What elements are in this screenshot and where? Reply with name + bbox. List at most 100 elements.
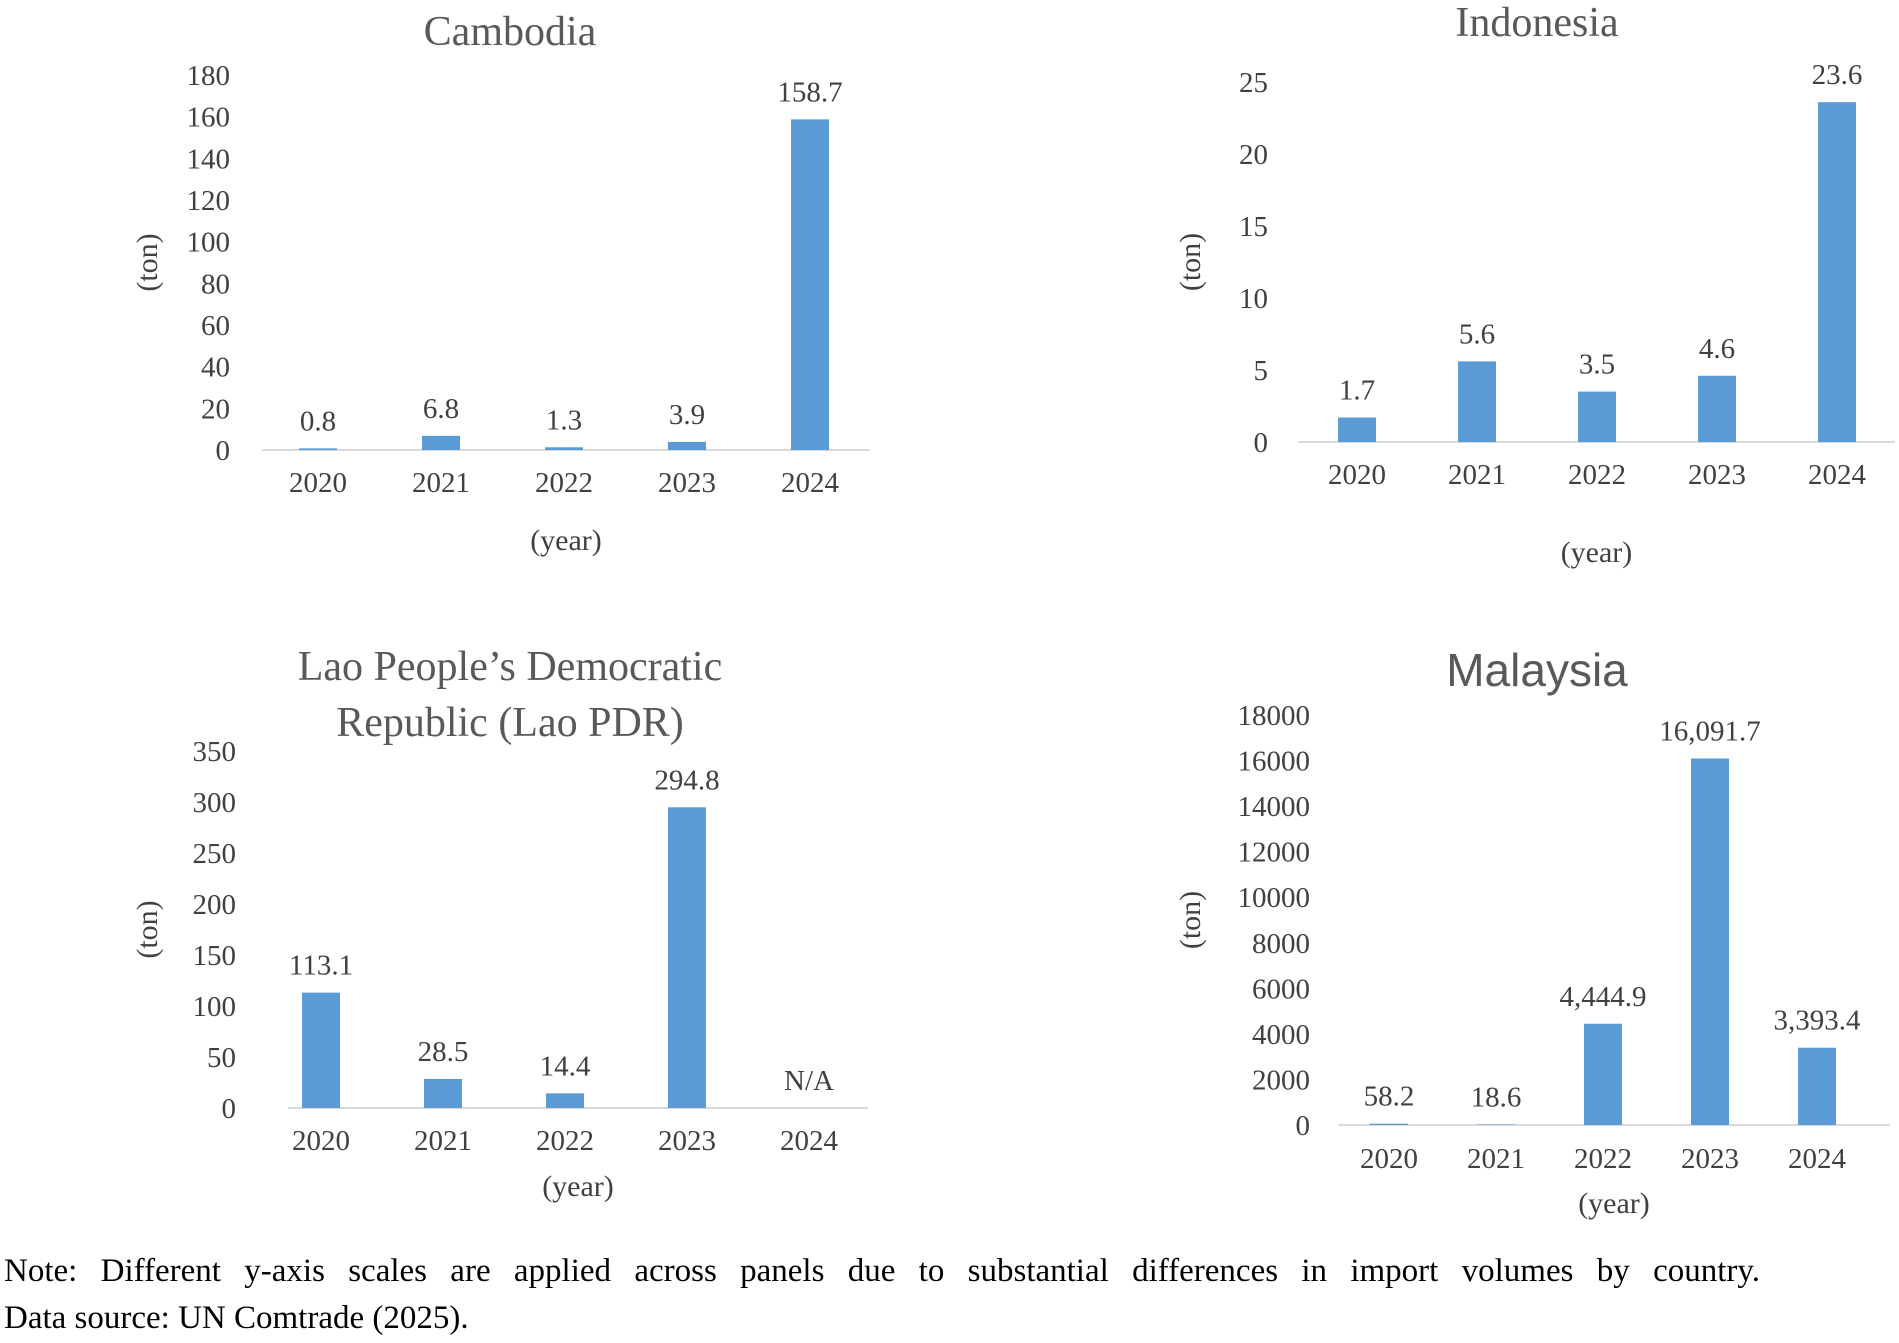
y-tick-label: 160 bbox=[187, 102, 231, 134]
y-tick-label: 0 bbox=[216, 435, 231, 467]
bar-2022 bbox=[546, 1093, 584, 1108]
bar-2023 bbox=[1691, 758, 1729, 1125]
y-tick-label: 0 bbox=[1254, 427, 1269, 459]
data-label-2021: 5.6 bbox=[1459, 318, 1495, 350]
y-tick-label: 50 bbox=[207, 1042, 236, 1074]
y-tick-label: 40 bbox=[201, 352, 230, 384]
x-tick-label: 2024 bbox=[1808, 459, 1867, 491]
x-tick-label: 2023 bbox=[658, 1125, 716, 1157]
y-axis-label: (ton) bbox=[131, 233, 164, 291]
data-label-2024: N/A bbox=[784, 1065, 834, 1097]
x-axis-label: (year) bbox=[1561, 536, 1633, 569]
data-source-note: Data source: UN Comtrade (2025). bbox=[4, 1300, 469, 1336]
y-tick-label: 10000 bbox=[1238, 882, 1311, 914]
x-tick-label: 2022 bbox=[1574, 1143, 1632, 1175]
data-label-2023: 16,091.7 bbox=[1659, 715, 1761, 747]
y-tick-label: 0 bbox=[222, 1093, 237, 1125]
x-axis-label: (year) bbox=[1578, 1187, 1650, 1220]
data-label-2023: 3.9 bbox=[669, 399, 705, 431]
data-label-2020: 113.1 bbox=[289, 950, 353, 982]
chart-title: Indonesia bbox=[1455, 0, 1619, 46]
x-axis-label: (year) bbox=[542, 1170, 614, 1203]
y-tick-label: 250 bbox=[193, 838, 237, 870]
y-tick-label: 20 bbox=[1239, 139, 1268, 171]
x-tick-label: 2020 bbox=[1360, 1143, 1418, 1175]
y-tick-label: 100 bbox=[187, 227, 231, 259]
data-label-2024: 23.6 bbox=[1812, 59, 1863, 91]
x-axis-label: (year) bbox=[530, 524, 602, 557]
chart-title: Cambodia bbox=[424, 9, 597, 55]
y-tick-label: 300 bbox=[193, 787, 237, 819]
x-tick-label: 2023 bbox=[1688, 459, 1746, 491]
bar-2023 bbox=[1698, 375, 1736, 442]
y-tick-label: 120 bbox=[187, 185, 231, 217]
x-tick-label: 2021 bbox=[412, 467, 470, 499]
y-tick-label: 18000 bbox=[1238, 700, 1311, 732]
x-tick-label: 2022 bbox=[535, 467, 593, 499]
data-label-2020: 1.7 bbox=[1339, 375, 1375, 407]
y-tick-label: 180 bbox=[187, 60, 231, 92]
y-tick-label: 10 bbox=[1239, 283, 1268, 315]
x-tick-label: 2021 bbox=[1448, 459, 1506, 491]
y-tick-label: 4000 bbox=[1252, 1019, 1310, 1051]
bar-2024 bbox=[791, 119, 829, 450]
y-tick-label: 350 bbox=[193, 736, 237, 768]
figure-note: Note: Different y-axis scales are applie… bbox=[4, 1253, 1760, 1289]
x-tick-label: 2024 bbox=[780, 1125, 839, 1157]
y-tick-label: 15 bbox=[1239, 211, 1268, 243]
x-tick-label: 2021 bbox=[1467, 1143, 1525, 1175]
data-label-2021: 18.6 bbox=[1471, 1082, 1522, 1114]
x-tick-label: 2020 bbox=[289, 467, 347, 499]
bar-2024 bbox=[1818, 102, 1856, 442]
chart-title-line: Lao People’s Democratic bbox=[298, 644, 723, 690]
bar-2020 bbox=[1370, 1123, 1408, 1125]
bar-2020 bbox=[1338, 417, 1376, 442]
bar-2020 bbox=[299, 448, 337, 450]
data-label-2021: 28.5 bbox=[418, 1036, 469, 1068]
y-tick-label: 16000 bbox=[1238, 746, 1311, 778]
y-tick-label: 60 bbox=[201, 310, 230, 342]
y-tick-label: 20 bbox=[201, 393, 230, 425]
x-tick-label: 2023 bbox=[658, 467, 716, 499]
data-label-2022: 14.4 bbox=[540, 1050, 591, 1082]
data-label-2022: 4,444.9 bbox=[1560, 981, 1647, 1013]
y-tick-label: 2000 bbox=[1252, 1064, 1310, 1096]
x-tick-label: 2024 bbox=[781, 467, 840, 499]
bar-2023 bbox=[668, 441, 706, 450]
y-axis-label: (ton) bbox=[1174, 233, 1207, 291]
bar-2021 bbox=[1458, 361, 1496, 442]
data-label-2022: 3.5 bbox=[1579, 349, 1615, 381]
y-tick-label: 5 bbox=[1254, 355, 1269, 387]
bar-2021 bbox=[422, 435, 460, 450]
x-tick-label: 2024 bbox=[1788, 1143, 1847, 1175]
chart-indonesia: Indonesia 0 5 10 15 20 25 1.7 2020 5.6 2021 3.5 2022… bbox=[1174, 0, 1895, 569]
bar-2022 bbox=[1584, 1023, 1622, 1125]
bar-2022 bbox=[1578, 391, 1616, 442]
x-tick-label: 2020 bbox=[292, 1125, 350, 1157]
y-tick-label: 200 bbox=[193, 889, 237, 921]
data-label-2022: 1.3 bbox=[546, 404, 582, 436]
y-tick-label: 14000 bbox=[1238, 791, 1311, 823]
bar-2024 bbox=[1798, 1047, 1836, 1125]
bar-2023 bbox=[668, 807, 706, 1108]
y-tick-label: 80 bbox=[201, 268, 230, 300]
bar-2021 bbox=[424, 1078, 462, 1108]
y-tick-label: 140 bbox=[187, 143, 231, 175]
y-tick-label: 25 bbox=[1239, 67, 1268, 99]
x-tick-label: 2022 bbox=[1568, 459, 1626, 491]
x-tick-label: 2023 bbox=[1681, 1143, 1739, 1175]
chart-malaysia: Malaysia 0 2000 4000 6000 8000 10000 12000 14000… bbox=[1174, 644, 1890, 1220]
y-tick-label: 100 bbox=[193, 991, 237, 1023]
chart-lao: Lao People’s Democratic Republic (Lao PDR… bbox=[131, 644, 868, 1203]
charts-figure: Cambodia0204060801001201401601800.820206… bbox=[131, 0, 1895, 1220]
x-tick-label: 2020 bbox=[1328, 459, 1386, 491]
y-tick-label: 12000 bbox=[1238, 837, 1311, 869]
y-tick-label: 150 bbox=[193, 940, 237, 972]
y-tick-label: 6000 bbox=[1252, 973, 1310, 1005]
chart-title-line: Republic (Lao PDR) bbox=[336, 700, 684, 746]
chart-title: Lao People’s Democratic Republic (Lao PDR… bbox=[298, 644, 723, 746]
data-label-2021: 6.8 bbox=[423, 393, 459, 425]
y-tick-label: 8000 bbox=[1252, 928, 1310, 960]
y-axis-label: (ton) bbox=[1174, 891, 1207, 949]
data-label-2020: 0.8 bbox=[300, 405, 336, 437]
